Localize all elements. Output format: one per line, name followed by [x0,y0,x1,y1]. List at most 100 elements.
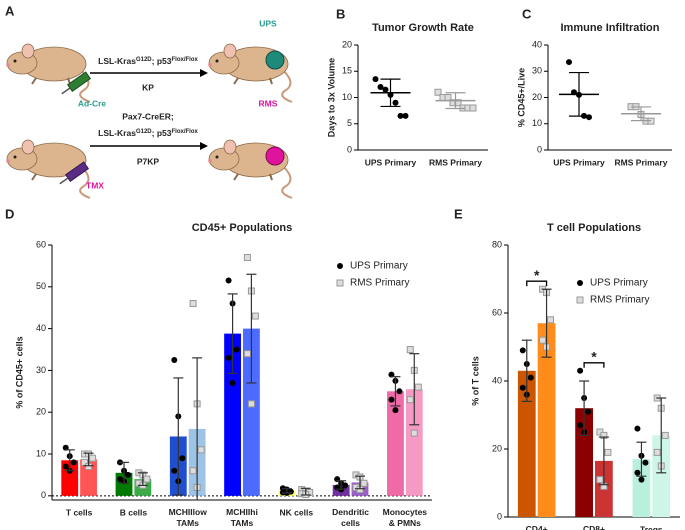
data-point [585,408,592,415]
y-axis-label: % of CD45+ cells [14,336,24,408]
x-tick-label: B cells [120,507,148,517]
significance-label: * [591,349,597,365]
legend-label: RMS Primary [590,295,649,306]
x-tick-label: RMS Primary [429,157,482,167]
injection-label: TMX [86,180,104,190]
data-point [410,429,418,437]
data-point [179,455,186,462]
x-tick-label: RMS Primary [615,157,668,167]
legend-marker [336,279,344,287]
significance-bracket [583,362,605,368]
data-point [406,346,414,354]
y-tick-label: 40 [532,39,542,49]
y-axis-label: % of T cells [470,356,480,406]
bar [387,391,404,496]
data-point [604,448,612,456]
chart-title: T cell Populations [547,222,641,234]
x-tick-label: NK cells [280,507,314,517]
bar [405,389,423,496]
data-point [642,459,649,466]
genotype: LSL-KrasG12D; p53Flox/Flox [98,56,198,66]
legend-marker [576,296,584,304]
data-point [243,254,251,262]
tumor [265,50,285,70]
data-point [392,407,399,414]
data-point [566,59,572,66]
data-point [89,454,97,462]
data-point [225,277,232,284]
legend-marker [337,263,343,269]
data-point [653,448,661,456]
data-point [414,383,422,391]
y-tick-label: 15 [342,66,352,76]
panel-letter: C [522,6,532,21]
x-tick-label: CD8+T cells [581,524,608,530]
x-tick-label: Tregs [640,524,663,530]
y-axis-label: Days to 3x Volume [326,58,336,137]
y-tick-label: 30 [36,365,46,375]
data-point [247,400,255,408]
data-point [125,471,132,478]
data-point [171,356,178,363]
data-point [189,300,197,308]
legend-marker [577,280,583,286]
data-point [229,379,236,386]
data-point [143,475,151,483]
x-tick-label: MCHIIlow TAMs [169,507,208,528]
tumor [265,146,285,166]
y-tick-label: 60 [36,239,46,249]
x-tick-label: T cells [66,507,93,517]
arrow-head [200,69,208,77]
data-point [377,84,384,90]
data-point [197,446,205,454]
y-tick-label: 80 [492,239,502,249]
data-point [638,476,645,483]
data-point [392,99,399,106]
data-point [402,112,409,119]
model-name: P7KP [137,156,160,166]
data-point [225,354,232,361]
data-point [342,482,349,489]
arrow-head [200,142,208,150]
data-point [251,312,259,320]
data-point [360,479,368,487]
y-tick-label: 20 [342,39,352,49]
x-tick-label: CD4+T cells [523,524,550,530]
y-tick-label: 0 [347,144,352,154]
data-point [62,463,69,470]
panel-letter: E [454,206,463,221]
x-tick-label: Monocytes & PMNs [383,507,428,528]
data-point [70,459,77,466]
data-point [539,336,547,344]
tumor-label: RMS [259,98,278,108]
y-axis-label: % CD45+/Live [516,68,526,127]
legend-label: UPS Primary [350,261,408,272]
y-tick-label: 20 [492,443,502,453]
data-point [519,384,526,391]
panel-letter: B [336,6,345,21]
data-point [577,422,584,429]
data-point [233,346,240,353]
bar [537,323,556,517]
y-tick-label: 10 [36,448,46,458]
data-point [406,396,414,404]
x-tick-label: Dendritic cells [332,507,369,528]
y-tick-label: 0 [497,511,502,521]
data-point [527,374,534,381]
y-tick-label: 30 [532,66,542,76]
schematic: A LSL-KrasG12D; p53Flox/Flox KP UPS Ad-C… [5,3,293,199]
driver: Pax7-CreER; [122,111,174,121]
syringe [61,71,92,95]
y-tick-label: 10 [342,92,352,102]
x-tick-label: UPS Primary [365,157,417,167]
y-tick-label: 60 [492,307,502,317]
chart-title: CD45+ Populations [192,222,293,234]
data-point [388,396,395,403]
data-point [396,388,403,395]
data-point [547,316,555,324]
x-tick-label: UPS Primary [553,157,605,167]
x-tick-label: MCHIIhi TAMs [226,507,258,528]
data-point [189,467,197,475]
data-point [596,476,604,484]
